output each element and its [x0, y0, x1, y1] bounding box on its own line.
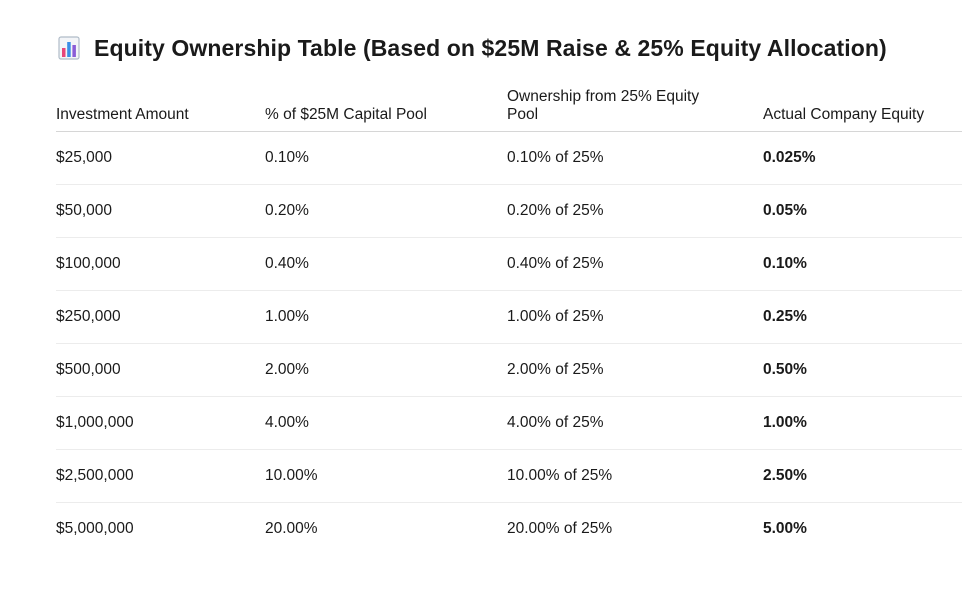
- cell-actual-company-equity: 1.00%: [763, 396, 962, 450]
- cell-actual-company-equity: 0.50%: [763, 343, 962, 397]
- title-row: Equity Ownership Table (Based on $25M Ra…: [58, 33, 887, 63]
- cell-capital-pool-percent: 0.10%: [265, 131, 507, 185]
- cell-capital-pool-percent: 20.00%: [265, 520, 318, 537]
- cell-capital-pool-percent: 2.00%: [265, 343, 507, 397]
- cell-capital-pool-percent: 1.00%: [265, 290, 507, 344]
- table-row: $2,500,000 10.00% 10.00% of 25% 2.50%: [56, 449, 962, 503]
- table-row: $50,000 0.20% 0.20% of 25% 0.05%: [56, 184, 962, 238]
- cell-actual-company-equity: 0.025%: [763, 131, 962, 185]
- table-header-row: Investment Amount % of $25M Capital Pool…: [56, 80, 962, 132]
- cell-investment-amount: $1,000,000: [56, 396, 265, 450]
- cell-actual-company-equity: 5.00%: [763, 520, 807, 537]
- cell-investment-amount: $2,500,000: [56, 449, 265, 503]
- cell-actual-company-equity: 0.05%: [763, 184, 962, 238]
- table-row: $250,000 1.00% 1.00% of 25% 0.25%: [56, 290, 962, 344]
- cell-investment-amount: $25,000: [56, 131, 265, 185]
- cell-equity-pool-ownership: 0.20% of 25%: [507, 184, 763, 238]
- header-equity-pool-ownership: Ownership from 25% Equity Pool: [507, 80, 763, 132]
- table-row: $500,000 2.00% 2.00% of 25% 0.50%: [56, 343, 962, 397]
- cell-actual-company-equity: 0.25%: [763, 290, 962, 344]
- header-capital-pool-percent: % of $25M Capital Pool: [265, 80, 507, 132]
- cell-equity-pool-ownership: 1.00% of 25%: [507, 290, 763, 344]
- cell-capital-pool-percent: 0.40%: [265, 237, 507, 291]
- cell-investment-amount: $100,000: [56, 237, 265, 291]
- table-row: $1,000,000 4.00% 4.00% of 25% 1.00%: [56, 396, 962, 450]
- cell-investment-amount: $500,000: [56, 343, 265, 397]
- cell-equity-pool-ownership: 20.00% of 25%: [507, 520, 613, 537]
- page-title: Equity Ownership Table (Based on $25M Ra…: [94, 34, 887, 61]
- header-actual-company-equity: Actual Company Equity: [763, 80, 962, 132]
- cell-equity-pool-ownership: 4.00% of 25%: [507, 396, 763, 450]
- cell-equity-pool-ownership: 10.00% of 25%: [507, 449, 763, 503]
- header-investment-amount: Investment Amount: [56, 80, 265, 132]
- cell-investment-amount: $250,000: [56, 290, 265, 344]
- cell-capital-pool-percent: 10.00%: [265, 449, 507, 503]
- cell-equity-pool-ownership: 0.10% of 25%: [507, 131, 763, 185]
- table-row: $25,000 0.10% 0.10% of 25% 0.025%: [56, 131, 962, 185]
- table-row: $100,000 0.40% 0.40% of 25% 0.10%: [56, 237, 962, 291]
- bar-chart-icon: [58, 36, 80, 60]
- cell-actual-company-equity: 0.10%: [763, 237, 962, 291]
- cell-investment-amount: $50,000: [56, 184, 265, 238]
- cell-capital-pool-percent: 0.20%: [265, 184, 507, 238]
- cell-investment-amount: $5,000,000: [56, 520, 134, 537]
- cell-equity-pool-ownership: 0.40% of 25%: [507, 237, 763, 291]
- equity-table-container: Investment Amount % of $25M Capital Pool…: [56, 80, 962, 555]
- equity-ownership-table: Investment Amount % of $25M Capital Pool…: [56, 80, 962, 555]
- cell-actual-company-equity: 2.50%: [763, 449, 962, 503]
- cell-equity-pool-ownership: 2.00% of 25%: [507, 343, 763, 397]
- cell-capital-pool-percent: 4.00%: [265, 396, 507, 450]
- table-row: $5,000,000 20.00% 20.00% of 25% 5.00%: [56, 503, 962, 556]
